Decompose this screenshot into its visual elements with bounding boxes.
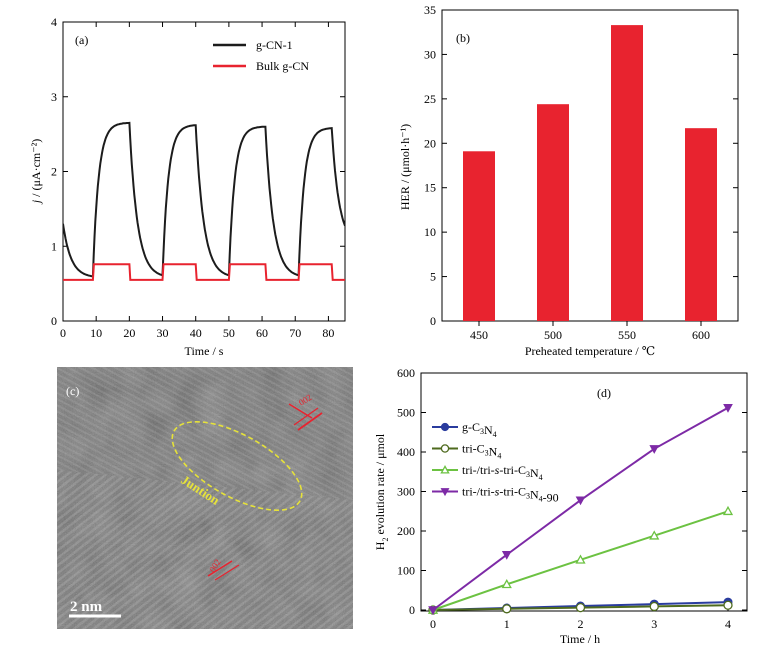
bar-500 <box>537 104 569 321</box>
x-tick-label: 40 <box>190 326 202 340</box>
series-2-point <box>723 600 733 610</box>
x-tick-label: 550 <box>618 328 636 342</box>
panel-d-x-axis-label: Time / h <box>560 632 600 646</box>
y-tick-label: 30 <box>424 47 436 61</box>
panel-d-label: (d) <box>597 386 611 400</box>
y-tick-label: 400 <box>397 445 415 459</box>
series-4-point <box>649 445 660 454</box>
x-tick-label: 60 <box>256 326 268 340</box>
x-tick-label: 4 <box>725 617 731 631</box>
y-tick-label: 35 <box>424 3 436 17</box>
lattice-marker-lower: 002 <box>207 557 240 581</box>
series-3-point <box>722 505 734 516</box>
y-tick-label: 300 <box>397 485 415 499</box>
bar-600 <box>685 128 717 321</box>
series-4-point <box>575 496 586 506</box>
x-tick-label: 80 <box>322 326 334 340</box>
legend-label-4: tri-/tri-s-tri-C3N4-90 <box>462 485 559 505</box>
x-tick-label: 70 <box>289 326 301 340</box>
x-tick-label: 20 <box>123 326 135 340</box>
scale-bar: 2 nm <box>69 599 121 618</box>
y-tick-label: 2 <box>51 165 57 179</box>
panel-d-series <box>427 404 734 616</box>
series-2-point <box>575 602 586 613</box>
panel-b-axis-ticks: 0 5 10 15 20 25 30 35 450 500 550 600 <box>424 3 738 342</box>
x-tick-label: 10 <box>90 326 102 340</box>
x-tick-label: 600 <box>692 328 710 342</box>
y-tick-label: 20 <box>424 136 436 150</box>
series-2-point <box>502 604 512 614</box>
y-tick-label: 3 <box>51 90 57 104</box>
y-tick-label: 0 <box>409 603 415 617</box>
panel-d-legend: g-C3N4 tri-C3N4 tri-/tri-s-tri-C3N4 tri-/tr… <box>432 420 559 505</box>
bar-450 <box>463 151 495 321</box>
y-tick-label: 25 <box>424 92 436 106</box>
panel-b-bars <box>463 25 717 322</box>
series-3-point <box>649 530 660 540</box>
panel-a-series <box>63 121 345 281</box>
series-4-point <box>428 606 438 616</box>
y-tick-label: 5 <box>430 270 436 284</box>
panel-a-x-axis-label: Time / s <box>185 344 224 358</box>
panel-d-y-axis-label: H2 evolution rate / μmol <box>373 433 390 550</box>
legend-label-2: tri-C3N4 <box>462 442 501 461</box>
y-tick-label: 1 <box>51 239 57 253</box>
x-tick-label: 500 <box>544 328 562 342</box>
panel-a-axis-ticks: 0 10 20 30 40 50 60 70 80 0 1 2 3 4 <box>51 15 345 340</box>
panel-a-legend: g-CN-1 Bulk g-CN <box>213 38 309 73</box>
y-tick-label: 15 <box>424 181 436 195</box>
x-tick-label: 0 <box>60 326 66 340</box>
x-tick-label: 50 <box>223 326 235 340</box>
y-tick-label: 10 <box>424 225 436 239</box>
x-tick-label: 30 <box>157 326 169 340</box>
y-tick-label: 0 <box>430 314 436 328</box>
x-tick-label: 0 <box>430 617 436 631</box>
y-tick-label: 4 <box>51 15 57 29</box>
junction-outline <box>171 421 303 511</box>
y-tick-label: 0 <box>51 314 57 328</box>
panel-d-axis-ticks: 0 1 2 3 4 0 100 200 300 400 500 600 <box>397 366 747 631</box>
y-tick-label: 500 <box>397 406 415 420</box>
panel-a-label: (a) <box>75 33 88 47</box>
series-4-point <box>501 551 512 560</box>
y-tick-label: 100 <box>397 564 415 578</box>
series-4-line <box>432 406 729 611</box>
series-2-point <box>649 601 659 612</box>
panel-a-y-axis-label: j / (μA·cm⁻²) <box>29 139 43 205</box>
x-tick-label: 1 <box>504 617 510 631</box>
legend-label-g-cn-1: g-CN-1 <box>256 38 293 52</box>
panel-b-x-axis-label: Preheated temperature / ℃ <box>525 344 655 358</box>
series-line-g-cn-1 <box>63 121 345 278</box>
y-tick-label: 200 <box>397 524 415 538</box>
panel-c-tem-image: (c) Juntion 002 002 2 nm <box>57 367 353 629</box>
legend-marker-2 <box>440 444 450 453</box>
legend-label-1: g-C3N4 <box>462 420 497 439</box>
bar-550 <box>611 25 643 322</box>
legend-label-bulk-g-cn: Bulk g-CN <box>256 59 309 73</box>
panel-b-y-axis-label: HER / (μmol·h⁻¹) <box>398 124 412 210</box>
panel-b-label: (b) <box>456 31 470 45</box>
panel-c-label: (c) <box>66 384 79 398</box>
series-4-point <box>723 404 733 413</box>
panel-b: (b) 0 5 10 15 20 25 30 35 450 500 550 600 Preheated… <box>398 3 739 358</box>
x-tick-label: 2 <box>578 617 584 631</box>
scale-bar-label: 2 nm <box>70 599 103 615</box>
legend-label-3: tri-/tri-s-tri-C3N4 <box>462 463 543 482</box>
series-3-point <box>575 554 586 564</box>
series-3-point <box>501 578 512 589</box>
legend-marker-1 <box>440 422 450 432</box>
legend-marker-4 <box>440 488 450 497</box>
series-line-bulk-g-cn <box>63 263 345 281</box>
legend-marker-3 <box>440 465 450 474</box>
panel-b-frame <box>441 9 739 322</box>
panel-d: (d) 0 1 2 3 4 0 100 200 300 400 500 600 g-C3N4 tri-C… <box>373 366 748 646</box>
panel-a: (a) 0 10 20 30 40 50 60 70 80 0 1 2 3 4 g-CN-1 Bulk g… <box>29 15 346 358</box>
x-tick-label: 3 <box>651 617 657 631</box>
y-tick-label: 600 <box>397 366 415 380</box>
x-tick-label: 450 <box>470 328 488 342</box>
